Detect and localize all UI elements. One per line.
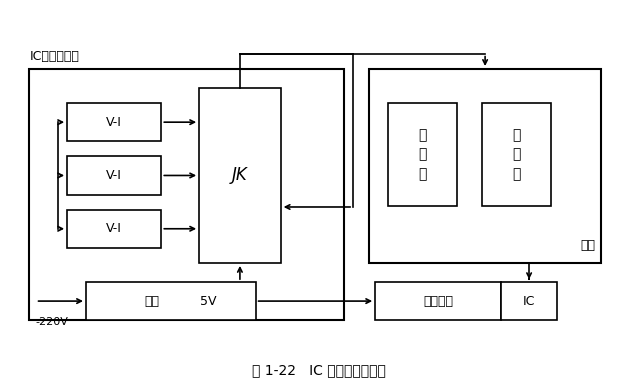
Text: V-I: V-I — [106, 169, 122, 182]
Bar — [86, 282, 255, 320]
Text: 微机: 微机 — [580, 238, 595, 252]
Bar — [67, 103, 161, 141]
Text: IC电路测试仪: IC电路测试仪 — [29, 50, 79, 63]
Bar — [388, 103, 457, 206]
Text: 扩
充
槽: 扩 充 槽 — [418, 128, 426, 181]
Text: V-I: V-I — [106, 116, 122, 129]
Bar — [375, 282, 501, 320]
Text: 5V: 5V — [200, 294, 217, 308]
Bar — [67, 210, 161, 248]
Bar — [482, 103, 551, 206]
Text: IC: IC — [523, 294, 535, 308]
Bar — [501, 282, 557, 320]
Text: V-I: V-I — [106, 222, 122, 235]
Text: 被测电路: 被测电路 — [423, 294, 453, 308]
Bar — [199, 88, 281, 263]
Text: 接
口
卡: 接 口 卡 — [512, 128, 520, 181]
Text: -220V: -220V — [36, 317, 68, 327]
Text: 图 1-22   IC 测试仪结构框图: 图 1-22 IC 测试仪结构框图 — [252, 363, 385, 377]
Text: JK: JK — [232, 166, 248, 184]
Bar — [29, 69, 343, 320]
Text: 电源: 电源 — [145, 294, 159, 308]
Bar — [67, 156, 161, 194]
Bar — [369, 69, 601, 263]
